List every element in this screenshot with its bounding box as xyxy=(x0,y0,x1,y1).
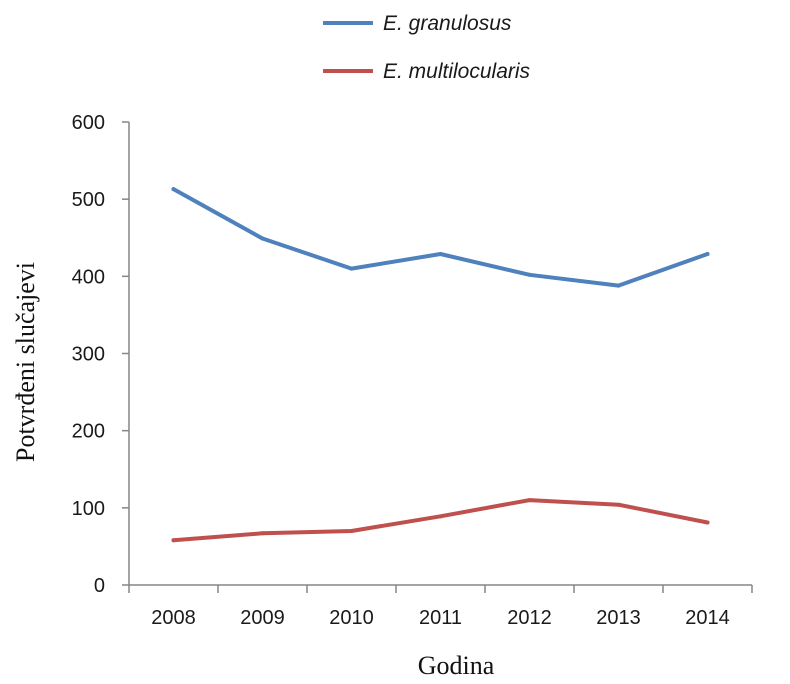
y-tick-label: 200 xyxy=(72,421,105,443)
x-tick-label: 2009 xyxy=(240,607,285,629)
data-point-e-multilocularis xyxy=(616,502,621,507)
x-axis-title: Godina xyxy=(418,651,495,680)
y-tick-label: 600 xyxy=(72,112,105,134)
y-axis: 0 100 200 300 400 500 600 xyxy=(72,112,130,597)
series-lines xyxy=(171,187,710,543)
data-point-e-granulosus xyxy=(527,272,532,277)
data-point-e-multilocularis xyxy=(438,514,443,519)
data-point-e-granulosus xyxy=(260,236,265,241)
data-point-e-granulosus xyxy=(349,266,354,271)
data-point-e-multilocularis xyxy=(171,538,176,543)
data-point-e-multilocularis xyxy=(705,520,710,525)
x-tick-label: 2011 xyxy=(419,607,462,629)
data-point-e-granulosus xyxy=(171,187,176,192)
x-tick-label: 2010 xyxy=(329,607,374,629)
series-line-e-granulosus xyxy=(171,187,710,288)
data-point-e-granulosus xyxy=(616,283,621,288)
data-point-e-multilocularis xyxy=(260,531,265,536)
x-tick-label: 2008 xyxy=(151,607,196,629)
data-point-e-multilocularis xyxy=(349,528,354,533)
series-line-e-multilocularis xyxy=(171,498,710,543)
y-tick-label: 500 xyxy=(72,189,105,211)
y-tick-label: 300 xyxy=(72,344,105,366)
data-point-e-granulosus xyxy=(705,251,710,256)
y-tick-label: 400 xyxy=(72,266,105,288)
x-tick-label: 2013 xyxy=(596,607,641,629)
y-tick-label: 0 xyxy=(94,575,105,597)
legend-label: E. granulosus xyxy=(383,12,512,35)
y-axis-title: Potvrđeni slučajevi xyxy=(11,262,40,462)
data-point-e-granulosus xyxy=(438,251,443,256)
y-tick-label: 100 xyxy=(72,498,105,520)
data-point-e-multilocularis xyxy=(527,498,532,503)
x-axis: 2008 2009 2010 2011 2012 2013 2014 xyxy=(128,584,753,629)
x-tick-label: 2014 xyxy=(685,607,730,629)
chart-legend: E. granulosus E. multilocularis xyxy=(323,12,531,83)
x-tick-label: 2012 xyxy=(507,607,552,629)
legend-label: E. multilocularis xyxy=(383,60,531,83)
